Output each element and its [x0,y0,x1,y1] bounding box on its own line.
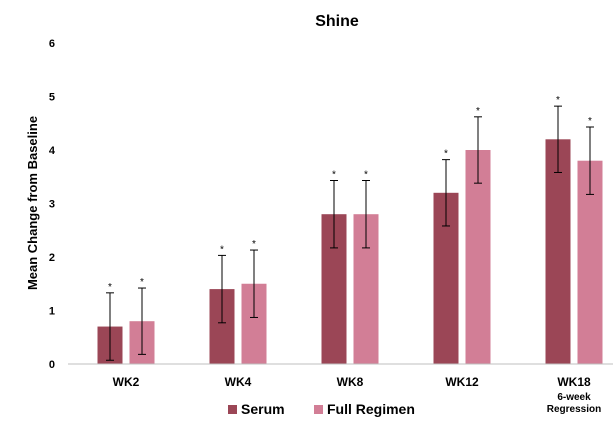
y-tick-label: 2 [49,252,55,264]
significance-marker: * [140,277,144,288]
significance-marker: * [252,239,256,250]
significance-marker: * [332,169,336,180]
legend-swatch [314,405,323,414]
x-tick-label: WK2 [113,375,140,389]
y-tick-label: 1 [49,306,55,318]
x-tick-sublabel: Regression [547,404,601,415]
bar-serum [545,139,571,364]
legend-label: Serum [241,401,285,417]
y-tick-label: 0 [49,359,55,371]
y-axis-ticks: 0 1 2 3 4 5 6 [49,38,56,371]
y-axis-label: Mean Change from Baseline [25,116,40,290]
significance-marker: * [588,116,592,127]
significance-marker: * [220,244,224,255]
y-tick-label: 4 [49,145,56,157]
legend: Serum Full Regimen [228,401,415,417]
x-tick-sublabel: 6-week [557,392,591,403]
significance-marker: * [444,149,448,160]
y-tick-label: 5 [49,92,55,104]
legend-swatch [228,405,237,414]
x-tick-label: WK4 [225,375,252,389]
chart-title: Shine [315,13,359,30]
x-tick-label: WK18 [557,375,591,389]
significance-marker: * [108,282,112,293]
x-tick-label: WK8 [337,375,364,389]
y-tick-label: 3 [49,199,55,211]
significance-marker: * [476,106,480,117]
legend-label: Full Regimen [327,401,415,417]
x-tick-label: WK12 [445,375,479,389]
bars: * * * * * * * * * * [97,95,603,364]
significance-marker: * [556,95,560,106]
significance-marker: * [364,169,368,180]
bar-full-regimen [465,150,491,364]
y-tick-label: 6 [49,38,55,50]
